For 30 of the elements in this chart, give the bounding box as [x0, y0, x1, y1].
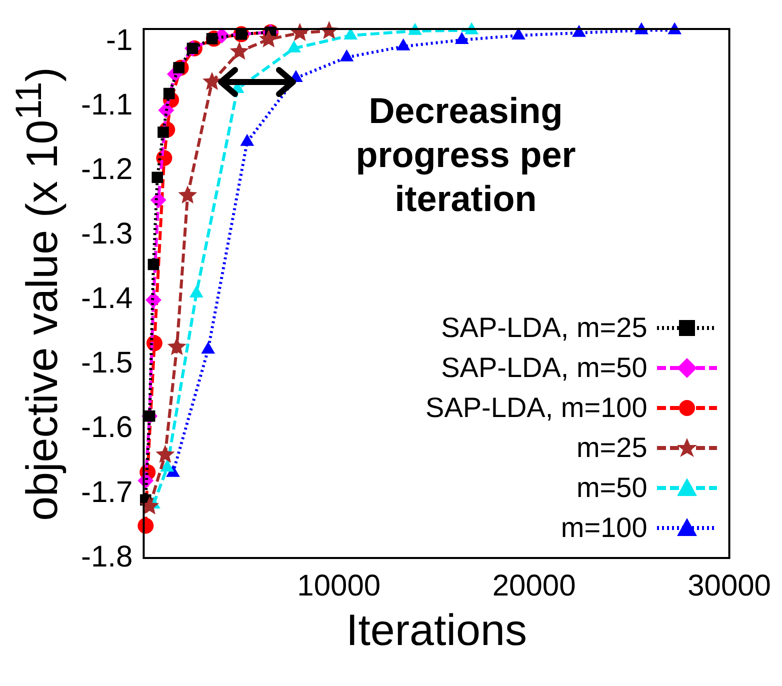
point	[259, 29, 278, 48]
point	[230, 42, 249, 60]
point	[140, 496, 160, 514]
legend-label: SAP-LDA, m=100	[426, 392, 648, 424]
point	[202, 72, 222, 90]
point	[148, 258, 160, 270]
x-tick-label: 10000	[297, 569, 381, 602]
y-tick-label: -1.8	[80, 540, 133, 574]
x-tick-label: 20000	[492, 569, 576, 602]
point	[178, 185, 198, 204]
y-tick-label: -1	[106, 24, 133, 58]
y-tick-label: -1.3	[80, 218, 133, 251]
point	[152, 172, 164, 184]
legend-label: SAP-LDA, m=50	[441, 352, 648, 384]
point	[167, 337, 186, 356]
legend-label: m=25	[576, 432, 648, 464]
y-tick-label: -1.4	[80, 282, 133, 316]
y-tick-label: -1.2	[80, 153, 133, 186]
x-tick-label: 30000	[688, 569, 772, 602]
point	[163, 88, 175, 100]
y-tick-label: -1.6	[80, 411, 133, 444]
y-tick-label: -1.1	[80, 88, 133, 122]
annotation: Decreasing progress per iteration	[354, 89, 577, 221]
point	[156, 444, 175, 463]
legend-label: m=50	[576, 472, 648, 504]
y-tick-label: -1.5	[80, 346, 133, 380]
legend-label: SAP-LDA, m=25	[441, 312, 648, 344]
legend-label: m=100	[560, 512, 648, 544]
y-tick-label: -1.7	[80, 476, 133, 509]
x-axis-title: Iterations	[344, 606, 528, 656]
